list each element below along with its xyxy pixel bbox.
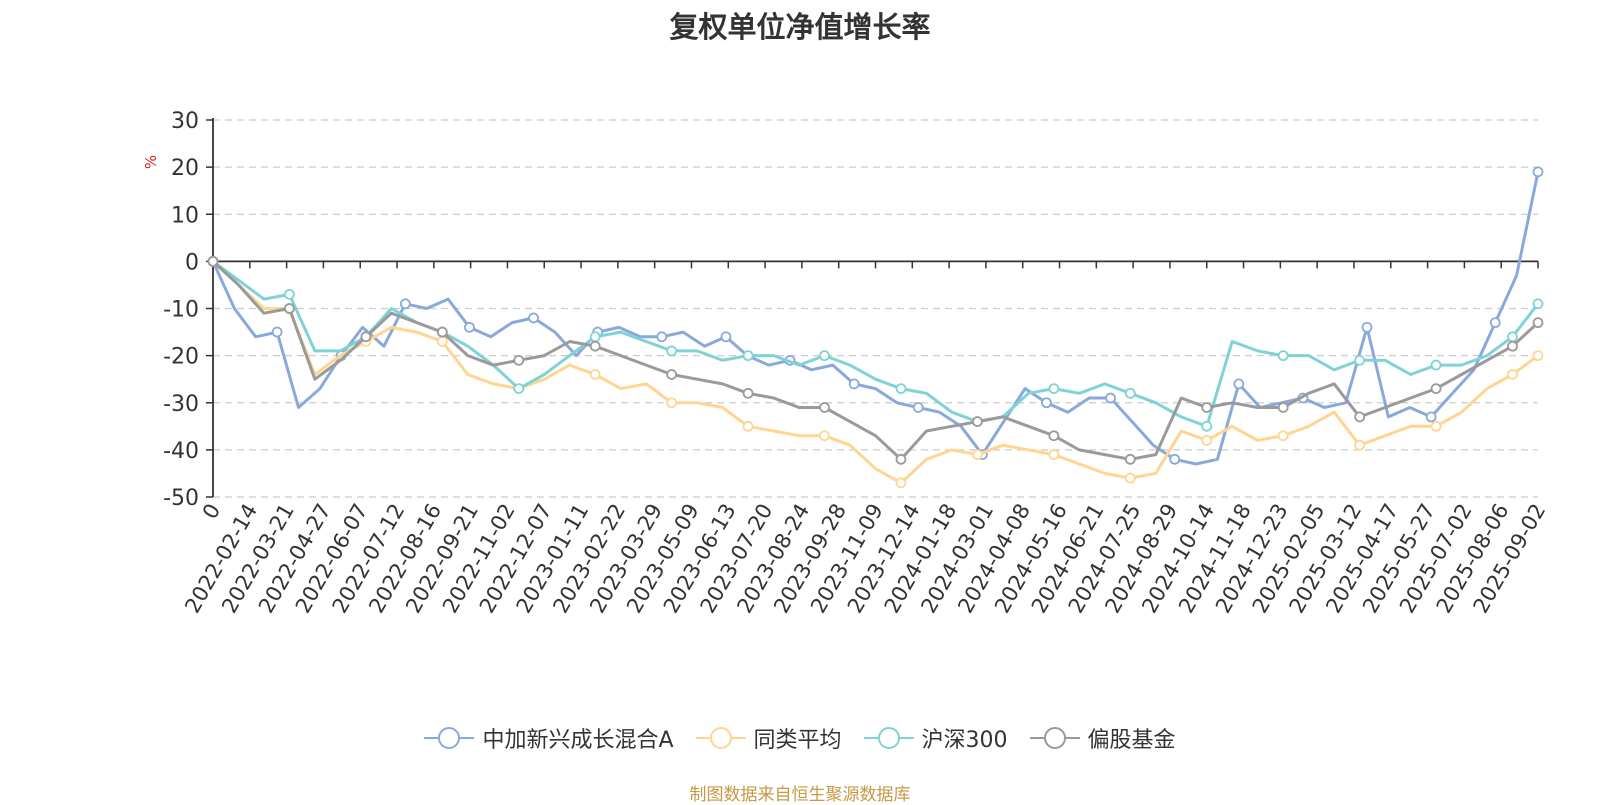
data-point (1048, 383, 1060, 395)
data-point (1430, 383, 1442, 395)
data-point (1430, 420, 1442, 432)
series-line-2 (212, 260, 1540, 428)
data-point (1201, 435, 1213, 446)
series-line-1 (211, 260, 1539, 485)
data-point (1048, 449, 1060, 460)
data-point (1277, 402, 1289, 413)
data-point (1354, 439, 1366, 451)
data-point (742, 350, 754, 362)
legend-swatch-icon (1029, 727, 1080, 749)
data-point (1354, 354, 1366, 366)
y-axis-unit-label: % (142, 155, 160, 169)
data-point (1048, 430, 1060, 442)
data-point (528, 312, 539, 324)
data-point (666, 397, 678, 409)
y-tick-label: -40 (163, 439, 199, 464)
y-tick-label: 10 (171, 203, 199, 228)
data-point (360, 331, 372, 343)
data-point (1124, 472, 1136, 484)
data-point (742, 420, 754, 432)
data-point (589, 369, 601, 380)
data-point (284, 288, 295, 300)
data-point (513, 383, 525, 395)
axis-layer: 3020100-10-20-30-40-5002022-02-142022-03… (163, 109, 1550, 617)
legend-swatch-icon (863, 727, 914, 749)
data-point (819, 402, 830, 413)
data-point (1354, 411, 1366, 423)
data-point (399, 298, 411, 310)
data-point (513, 354, 525, 366)
data-point (1532, 317, 1544, 329)
y-tick-label: -30 (163, 392, 199, 417)
data-point (1425, 411, 1437, 423)
legend-label: 中加新兴成长混合A (482, 728, 674, 753)
data-point (1361, 321, 1373, 333)
data-point (1532, 166, 1544, 178)
y-tick-label: -20 (163, 345, 199, 370)
data-point (207, 255, 219, 267)
y-tick-label: -50 (163, 486, 199, 511)
data-point (271, 326, 283, 338)
data-point (1105, 392, 1116, 404)
x-tick-label: 0 (198, 500, 225, 524)
data-point (848, 378, 860, 390)
data-point (589, 331, 601, 343)
chart-legend: 中加新兴成长混合A 同类平均 沪深300 偏股基金 (0, 722, 1600, 754)
data-point (464, 321, 475, 333)
data-point (895, 383, 907, 395)
data-point (1124, 387, 1136, 399)
data-point (1233, 378, 1245, 390)
data-point (589, 340, 601, 352)
data-point (1201, 420, 1213, 432)
data-point (1507, 331, 1518, 343)
legend-label: 偏股基金 (1087, 728, 1176, 753)
data-point (1277, 350, 1289, 362)
data-point (436, 336, 448, 347)
data-point (1507, 369, 1518, 380)
series-line-0 (211, 171, 1540, 466)
data-point (912, 402, 924, 413)
y-tick-label: -10 (163, 298, 199, 323)
legend-swatch-icon (695, 727, 746, 749)
data-point (972, 416, 983, 428)
data-point (720, 331, 732, 343)
legend-label: 沪深300 (921, 728, 1008, 753)
legend-swatch-icon (424, 727, 475, 749)
data-point (1041, 397, 1052, 409)
series-line-3 (211, 260, 1540, 461)
data-point (284, 303, 295, 314)
data-point (1169, 453, 1181, 465)
data-point (972, 449, 983, 460)
data-point (1430, 359, 1442, 371)
y-tick-label: 30 (171, 109, 199, 134)
y-tick-label: 0 (185, 250, 199, 275)
data-point (1489, 317, 1501, 329)
data-point (1507, 340, 1518, 352)
source-note: 制图数据来自恒生聚源数据库 (689, 785, 911, 805)
data-point (436, 326, 448, 338)
legend-item-3[interactable]: 偏股基金 (1029, 722, 1176, 754)
data-point (1532, 298, 1544, 310)
legend-item-0[interactable]: 中加新兴成长混合A (424, 722, 674, 754)
data-point (1532, 350, 1544, 362)
series-layer (207, 166, 1544, 489)
data-point (666, 345, 678, 357)
chart-title: 复权单位净值增长率 (669, 10, 931, 44)
data-point (1201, 402, 1213, 413)
data-point (895, 453, 907, 465)
y-tick-label: 20 (171, 156, 199, 181)
data-point (1124, 453, 1136, 465)
data-point (656, 331, 668, 343)
legend-label: 同类平均 (753, 728, 842, 753)
data-point (895, 477, 907, 489)
legend-item-1[interactable]: 同类平均 (695, 722, 842, 754)
data-point (819, 350, 830, 362)
data-point (819, 430, 830, 442)
data-point (742, 387, 754, 399)
data-point (1277, 430, 1289, 442)
data-point (666, 369, 678, 380)
legend-item-2[interactable]: 沪深300 (863, 722, 1008, 754)
grid-layer (213, 119, 1538, 498)
